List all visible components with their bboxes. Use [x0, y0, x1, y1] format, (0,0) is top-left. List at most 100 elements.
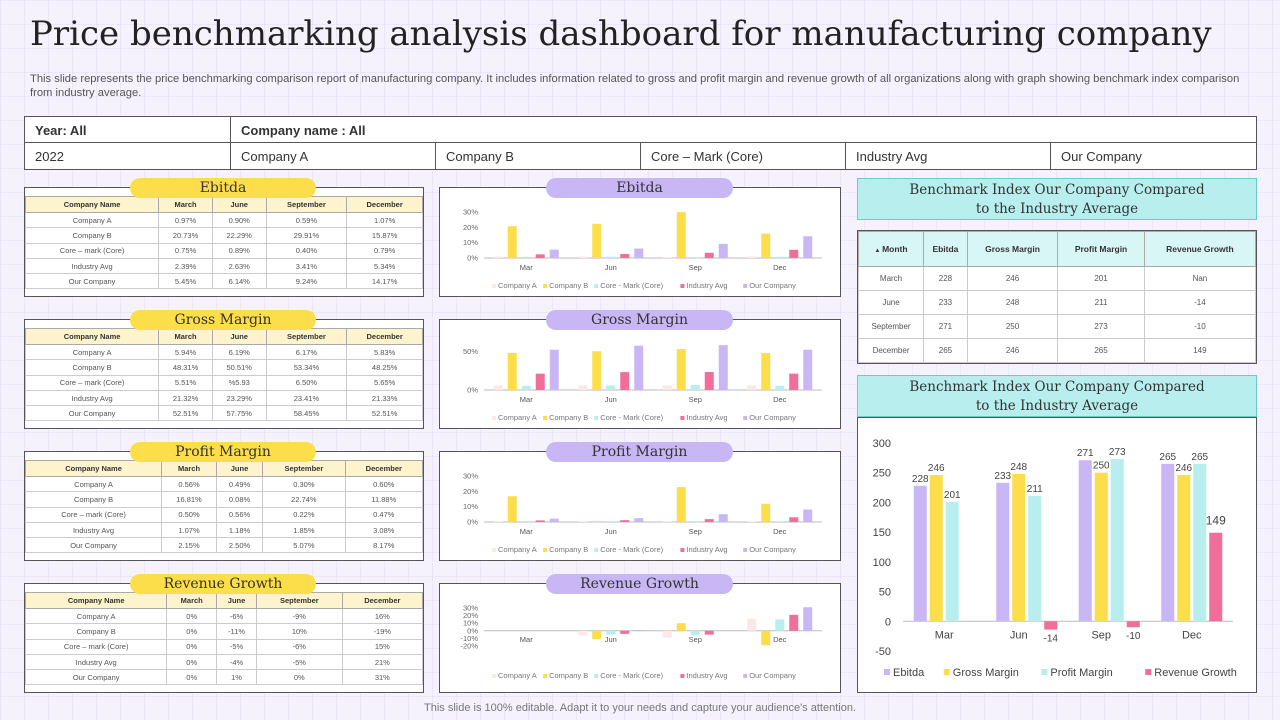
bar — [761, 630, 771, 646]
bar — [578, 630, 588, 636]
table-cell: 0.30% — [262, 475, 346, 493]
x-tick-label: Sep — [689, 395, 702, 404]
legend-swatch — [543, 674, 548, 678]
revenue-growth-table-title: Revenue Growth — [130, 574, 316, 594]
benchmark-header-cell[interactable]: ▲ Month — [857, 231, 925, 267]
table-cell: 5.94% — [158, 343, 213, 361]
page-title: Price benchmarking analysis dashboard fo… — [30, 14, 1212, 54]
y-tick-label: 0 — [885, 616, 891, 628]
profit-margin-chart-title: Profit Margin — [546, 442, 733, 462]
filter-option-2022[interactable]: 2022 — [25, 143, 231, 169]
table-cell: Company A — [24, 607, 168, 625]
data-label: -14 — [1044, 634, 1059, 645]
legend-swatch — [543, 548, 548, 552]
filter-option-our-company[interactable]: Our Company — [1061, 149, 1142, 164]
data-label: 265 — [1191, 452, 1208, 463]
table-cell: 0.56% — [161, 475, 217, 493]
benchmark-chart-title: Benchmark Index Our Company Compared to … — [857, 375, 1257, 417]
bar — [704, 252, 714, 258]
table-row: Industry Avg 1.07% 1.18% 1.85% 3.08% — [24, 521, 424, 539]
bar — [662, 257, 672, 258]
legend-label: Company A — [498, 671, 537, 680]
table-cell: Core – mark (Core) — [24, 506, 163, 523]
legend-label: Industry Avg — [686, 545, 727, 554]
profit-margin-table: Company Name March June September December Co… — [24, 451, 424, 561]
table-cell: 211 — [1057, 290, 1145, 315]
table-cell: 57.75% — [211, 405, 267, 422]
bar — [1209, 532, 1223, 622]
table-cell: 1% — [216, 669, 257, 686]
benchmark-table-title-line2: to the Industry Average — [975, 201, 1139, 217]
filter-option-company-a[interactable]: Company A — [231, 143, 436, 169]
table-cell: 21.33% — [346, 389, 423, 407]
legend-swatch — [680, 674, 685, 678]
table-header-cell: September — [265, 196, 348, 213]
table-cell: 246 — [966, 266, 1059, 291]
company-filter[interactable]: Company name : All — [241, 123, 366, 138]
table-cell: Company B — [24, 491, 163, 508]
filter-option-core[interactable]: Core – Mark (Core) — [641, 143, 846, 169]
table-cell: -6% — [255, 638, 343, 655]
table-cell: 3.41% — [265, 257, 348, 275]
bar — [775, 521, 785, 522]
table-cell: 201 — [1057, 266, 1145, 291]
x-tick-label: Mar — [520, 263, 533, 272]
table-cell: 23.29% — [211, 389, 267, 407]
data-label: 246 — [1175, 463, 1192, 474]
data-label: 271 — [1077, 448, 1094, 459]
x-tick-label: Jun — [605, 263, 617, 272]
table-cell: 5.07% — [262, 537, 346, 554]
legend-label: Core - Mark (Core) — [600, 545, 663, 554]
table-cell: -11% — [216, 623, 257, 640]
bar — [676, 623, 686, 631]
table-cell: 0.49% — [215, 475, 264, 493]
table-cell: Industry Avg — [24, 257, 160, 275]
y-tick-label: -50 — [875, 646, 891, 658]
y-tick-label: 50 — [879, 587, 891, 599]
sort-up-icon[interactable]: ▲ — [874, 248, 883, 254]
table-cell: 9.24% — [265, 273, 348, 290]
ebitda-table: Company Name March June September December Co… — [24, 187, 424, 297]
table-cell: Company A — [24, 343, 160, 361]
legend-label: Company B — [549, 545, 588, 554]
bar — [634, 345, 644, 390]
y-tick-label: 100 — [873, 557, 891, 569]
filter-option-company-b[interactable]: Company B — [436, 143, 641, 169]
gross-margin-table: Company Name March June September December Co… — [24, 319, 424, 429]
table-cell: 0.59% — [265, 211, 348, 229]
y-tick-label: 30% — [463, 604, 478, 613]
bar — [929, 475, 943, 622]
revenue-growth-chart-title: Revenue Growth — [546, 574, 733, 594]
table-header-cell: June — [216, 592, 257, 609]
y-tick-label: -20% — [460, 642, 478, 651]
bar — [521, 256, 531, 258]
bar — [996, 482, 1010, 622]
table-header-cell: March — [161, 460, 217, 477]
table-cell: 1.18% — [215, 521, 264, 539]
table-cell: -6% — [216, 607, 257, 625]
legend-label: Core - Mark (Core) — [600, 671, 663, 680]
benchmark-header-cell: Revenue Growth — [1143, 231, 1257, 267]
bar — [775, 385, 785, 390]
benchmark-header-label: Revenue Growth — [1166, 244, 1234, 254]
page-description: This slide represents the price benchmar… — [30, 73, 1240, 99]
table-header-cell: Company Name — [24, 328, 160, 345]
bar — [747, 256, 757, 258]
bar — [789, 614, 799, 631]
benchmark-header-cell: Gross Margin — [966, 231, 1059, 267]
bar — [634, 630, 644, 631]
legend-label: Core - Mark (Core) — [600, 413, 663, 422]
x-tick-label: Dec — [773, 263, 787, 272]
bar — [662, 630, 672, 638]
table-cell: 2.50% — [215, 537, 264, 554]
y-tick-label: 0% — [467, 518, 478, 527]
table-cell: 16.81% — [161, 491, 217, 508]
year-filter[interactable]: Year: All — [25, 117, 231, 142]
y-tick-label: 0% — [467, 254, 478, 263]
filter-option-industry-avg[interactable]: Industry Avg — [846, 143, 1051, 169]
table-cell: -14 — [1143, 290, 1257, 315]
table-cell: Our Company — [24, 669, 168, 686]
x-tick-label: Jun — [1010, 629, 1028, 641]
table-header-cell: December — [344, 460, 424, 477]
legend-swatch — [1041, 669, 1048, 675]
